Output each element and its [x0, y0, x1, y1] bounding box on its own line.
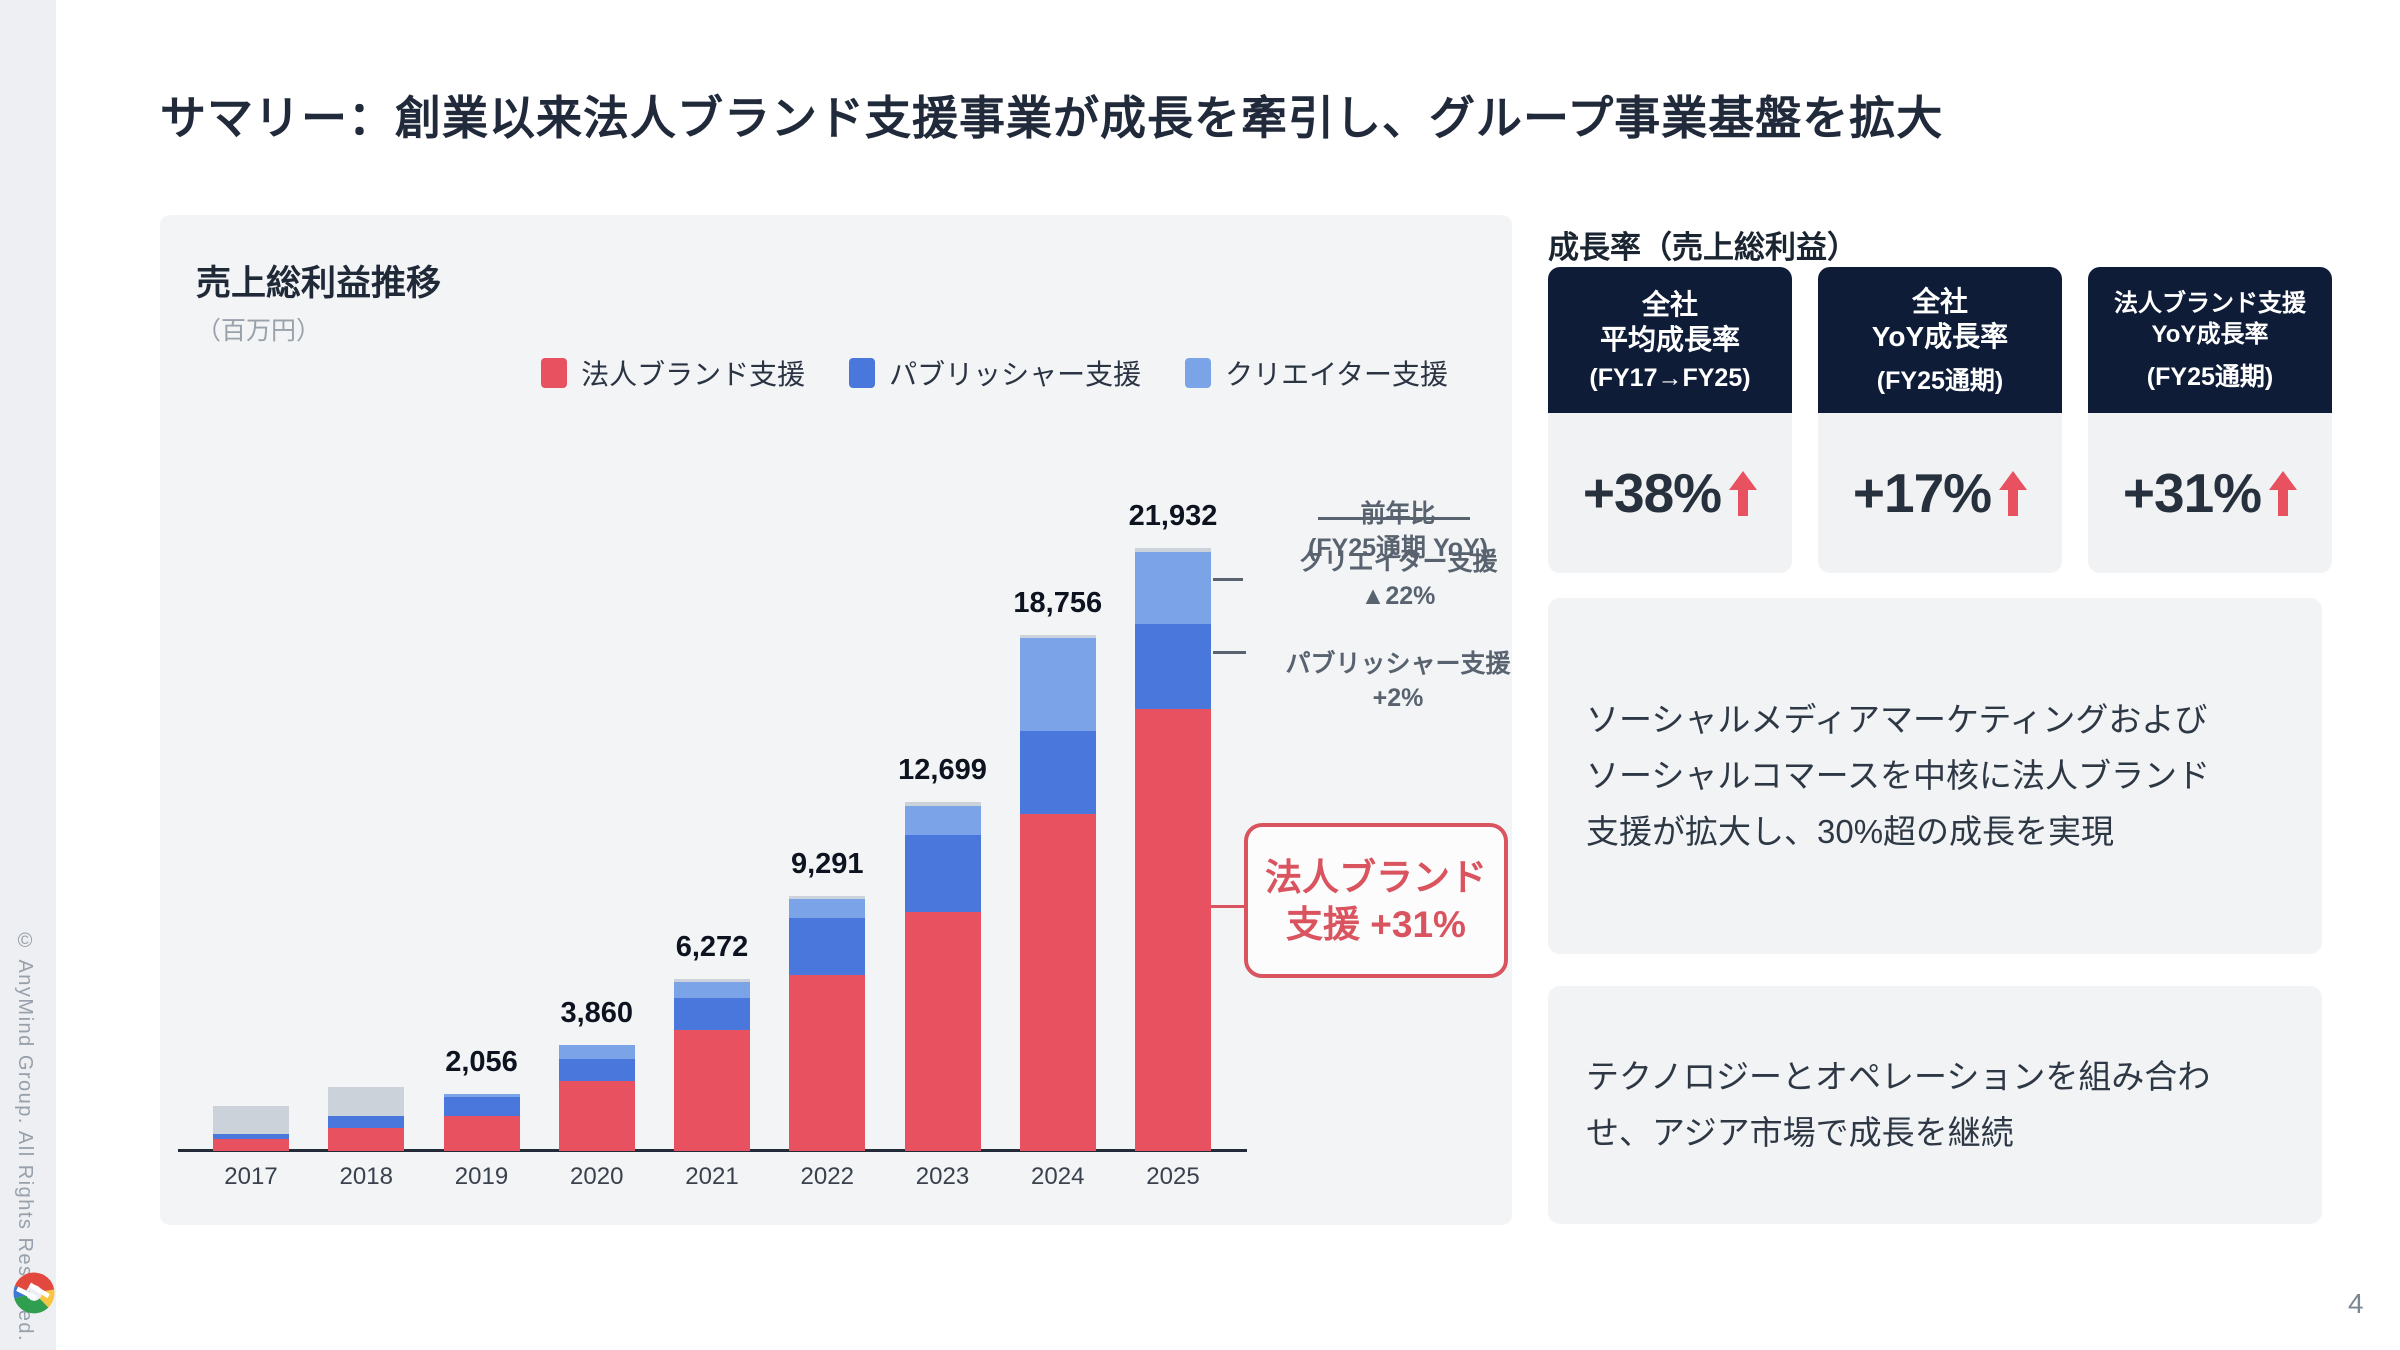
gross-profit-chart-panel: 売上総利益推移 （百万円） 法人ブランド支援 パブリッシャー支援クリエイター支援 … [160, 215, 1512, 1225]
legend-label: パブリッシャー支援 [889, 359, 1142, 390]
bar-segment [674, 982, 750, 998]
publisher-yoy-annotation: パブリッシャー支援 +2% [1285, 650, 1511, 712]
bar-segment [443, 1096, 520, 1116]
bar-segment [789, 895, 866, 899]
growth-card-value: +17% [1818, 413, 2062, 573]
x-axis-label: 2017 [224, 1163, 278, 1190]
legend-item: クリエイター支援 [1185, 353, 1448, 393]
bar-segment [213, 1138, 289, 1151]
growth-card-header: 法人ブランド支援 YoY成長率 (FY25通期) [2088, 267, 2332, 413]
x-axis-label: 2018 [339, 1163, 393, 1190]
legend-label: 法人ブランド支援 [581, 359, 806, 390]
growth-card-value: +31% [2088, 413, 2332, 573]
bar-segment [328, 1115, 405, 1128]
copyright-text: © AnyMind Group. All Rights Reserved. [14, 930, 36, 1343]
bar-total-label: 9,291 [790, 847, 864, 880]
bar-2020 [558, 1044, 635, 1151]
yoy-annotation-underline [1318, 517, 1470, 520]
brand-box-connector-line [1210, 905, 1246, 908]
growth-card-header: 全社 平均成長率 (FY17→FY25) [1548, 267, 1792, 413]
legend-color-chip [849, 358, 876, 388]
bar-segment [213, 1105, 289, 1134]
page-number: 4 [2348, 1288, 2364, 1319]
growth-card-company-yoy: 全社 YoY成長率 (FY25通期) +17% [1818, 267, 2062, 573]
growth-card-value: +38% [1548, 413, 1792, 573]
up-arrow-icon [2269, 471, 2298, 519]
bar-2021 [674, 978, 750, 1151]
brand-growth-callout-box: 法人ブランド 支援 +31% [1244, 823, 1508, 978]
bar-segment [328, 1127, 405, 1151]
x-axis-label: 2022 [800, 1163, 854, 1190]
publisher-annotation-tick [1213, 651, 1246, 654]
bar-segment [328, 1086, 405, 1116]
bar-segment [789, 898, 866, 918]
bar-segment [1019, 814, 1096, 1151]
yoy-annotation-header: 前年比 (FY25通期 YoY) [1307, 500, 1489, 562]
bar-2019 [443, 1094, 520, 1151]
bar-total-label: 2,056 [445, 1046, 518, 1079]
bar-segment [904, 911, 981, 1151]
bar-segment [443, 1115, 520, 1151]
up-arrow-icon [1999, 471, 2028, 519]
chart-legend: 法人ブランド支援 パブリッシャー支援 クリエイター支援 [541, 353, 1448, 393]
left-sidebar-strip [0, 0, 56, 1350]
bar-segment [789, 917, 866, 976]
bar-segment [1135, 547, 1211, 553]
legend-item: パブリッシャー支援 [849, 353, 1141, 393]
bar-2017 [213, 1105, 289, 1151]
chart-title: 売上総利益推移 [196, 264, 442, 303]
growth-card-company-avg: 全社 平均成長率 (FY17→FY25) +38% [1548, 267, 1792, 573]
anymind-logo-icon [13, 1272, 55, 1314]
bar-segment [904, 805, 981, 835]
bar-segment [904, 801, 981, 806]
bar-2024 [1019, 635, 1096, 1151]
insight-box-technology: テクノロジーとオペレーションを組み合わ せ、アジア市場で成長を継続 [1548, 986, 2322, 1224]
x-axis-label: 2019 [454, 1163, 509, 1190]
bar-total-label: 18,756 [1013, 587, 1103, 620]
bar-segment [789, 975, 866, 1151]
bar-segment [558, 1058, 635, 1081]
bar-2022 [789, 895, 866, 1151]
growth-card-brand-yoy: 法人ブランド支援 YoY成長率 (FY25通期) +31% [2088, 267, 2332, 573]
slide-title: サマリー：創業以来法人ブランド支援事業が成長を牽引し、グループ事業基盤を拡大 [160, 92, 1944, 144]
bar-segment [1019, 635, 1096, 639]
legend-label: クリエイター支援 [1225, 359, 1448, 390]
legend-color-chip [1185, 358, 1212, 388]
bar-segment [904, 834, 981, 912]
bar-total-label: 12,699 [898, 753, 987, 786]
bar-segment [674, 997, 750, 1031]
bar-segment [558, 1044, 635, 1059]
chart-unit-label: （百万円） [196, 317, 322, 345]
legend-color-chip [541, 358, 568, 388]
up-arrow-icon [1729, 471, 1758, 519]
insight-box-social: ソーシャルメディアマーケティングおよび ソーシャルコマースを中核に法人ブランド … [1548, 598, 2322, 954]
creator-yoy-annotation: クリエイター支援 ▲22% [1298, 548, 1498, 610]
bar-2025 [1135, 547, 1211, 1151]
x-axis-label: 2021 [685, 1163, 739, 1190]
bar-segment [443, 1094, 520, 1097]
bar-total-label: 21,932 [1128, 499, 1218, 532]
x-axis-label: 2025 [1146, 1163, 1200, 1190]
bar-segment [1019, 638, 1096, 731]
x-axis-label: 2024 [1031, 1163, 1085, 1190]
bar-segment [674, 978, 750, 983]
bar-segment [1135, 552, 1211, 625]
bar-2023 [904, 801, 981, 1151]
legend-item: 法人ブランド支援 [541, 353, 805, 393]
bar-total-label: 3,860 [560, 996, 634, 1029]
bar-segment [1135, 624, 1211, 710]
creator-annotation-tick [1213, 578, 1243, 581]
x-axis-label: 2020 [570, 1163, 624, 1190]
x-axis-label: 2023 [915, 1163, 970, 1190]
bar-total-label: 6,272 [675, 930, 749, 963]
growth-card-header: 全社 YoY成長率 (FY25通期) [1818, 267, 2062, 413]
bar-segment [674, 1030, 750, 1151]
bar-segment [213, 1133, 289, 1139]
bar-2018 [328, 1086, 405, 1151]
growth-section-title: 成長率（売上総利益） [1548, 230, 1858, 265]
bar-segment [1019, 730, 1096, 815]
bar-segment [1135, 709, 1211, 1151]
bar-segment [558, 1080, 635, 1151]
